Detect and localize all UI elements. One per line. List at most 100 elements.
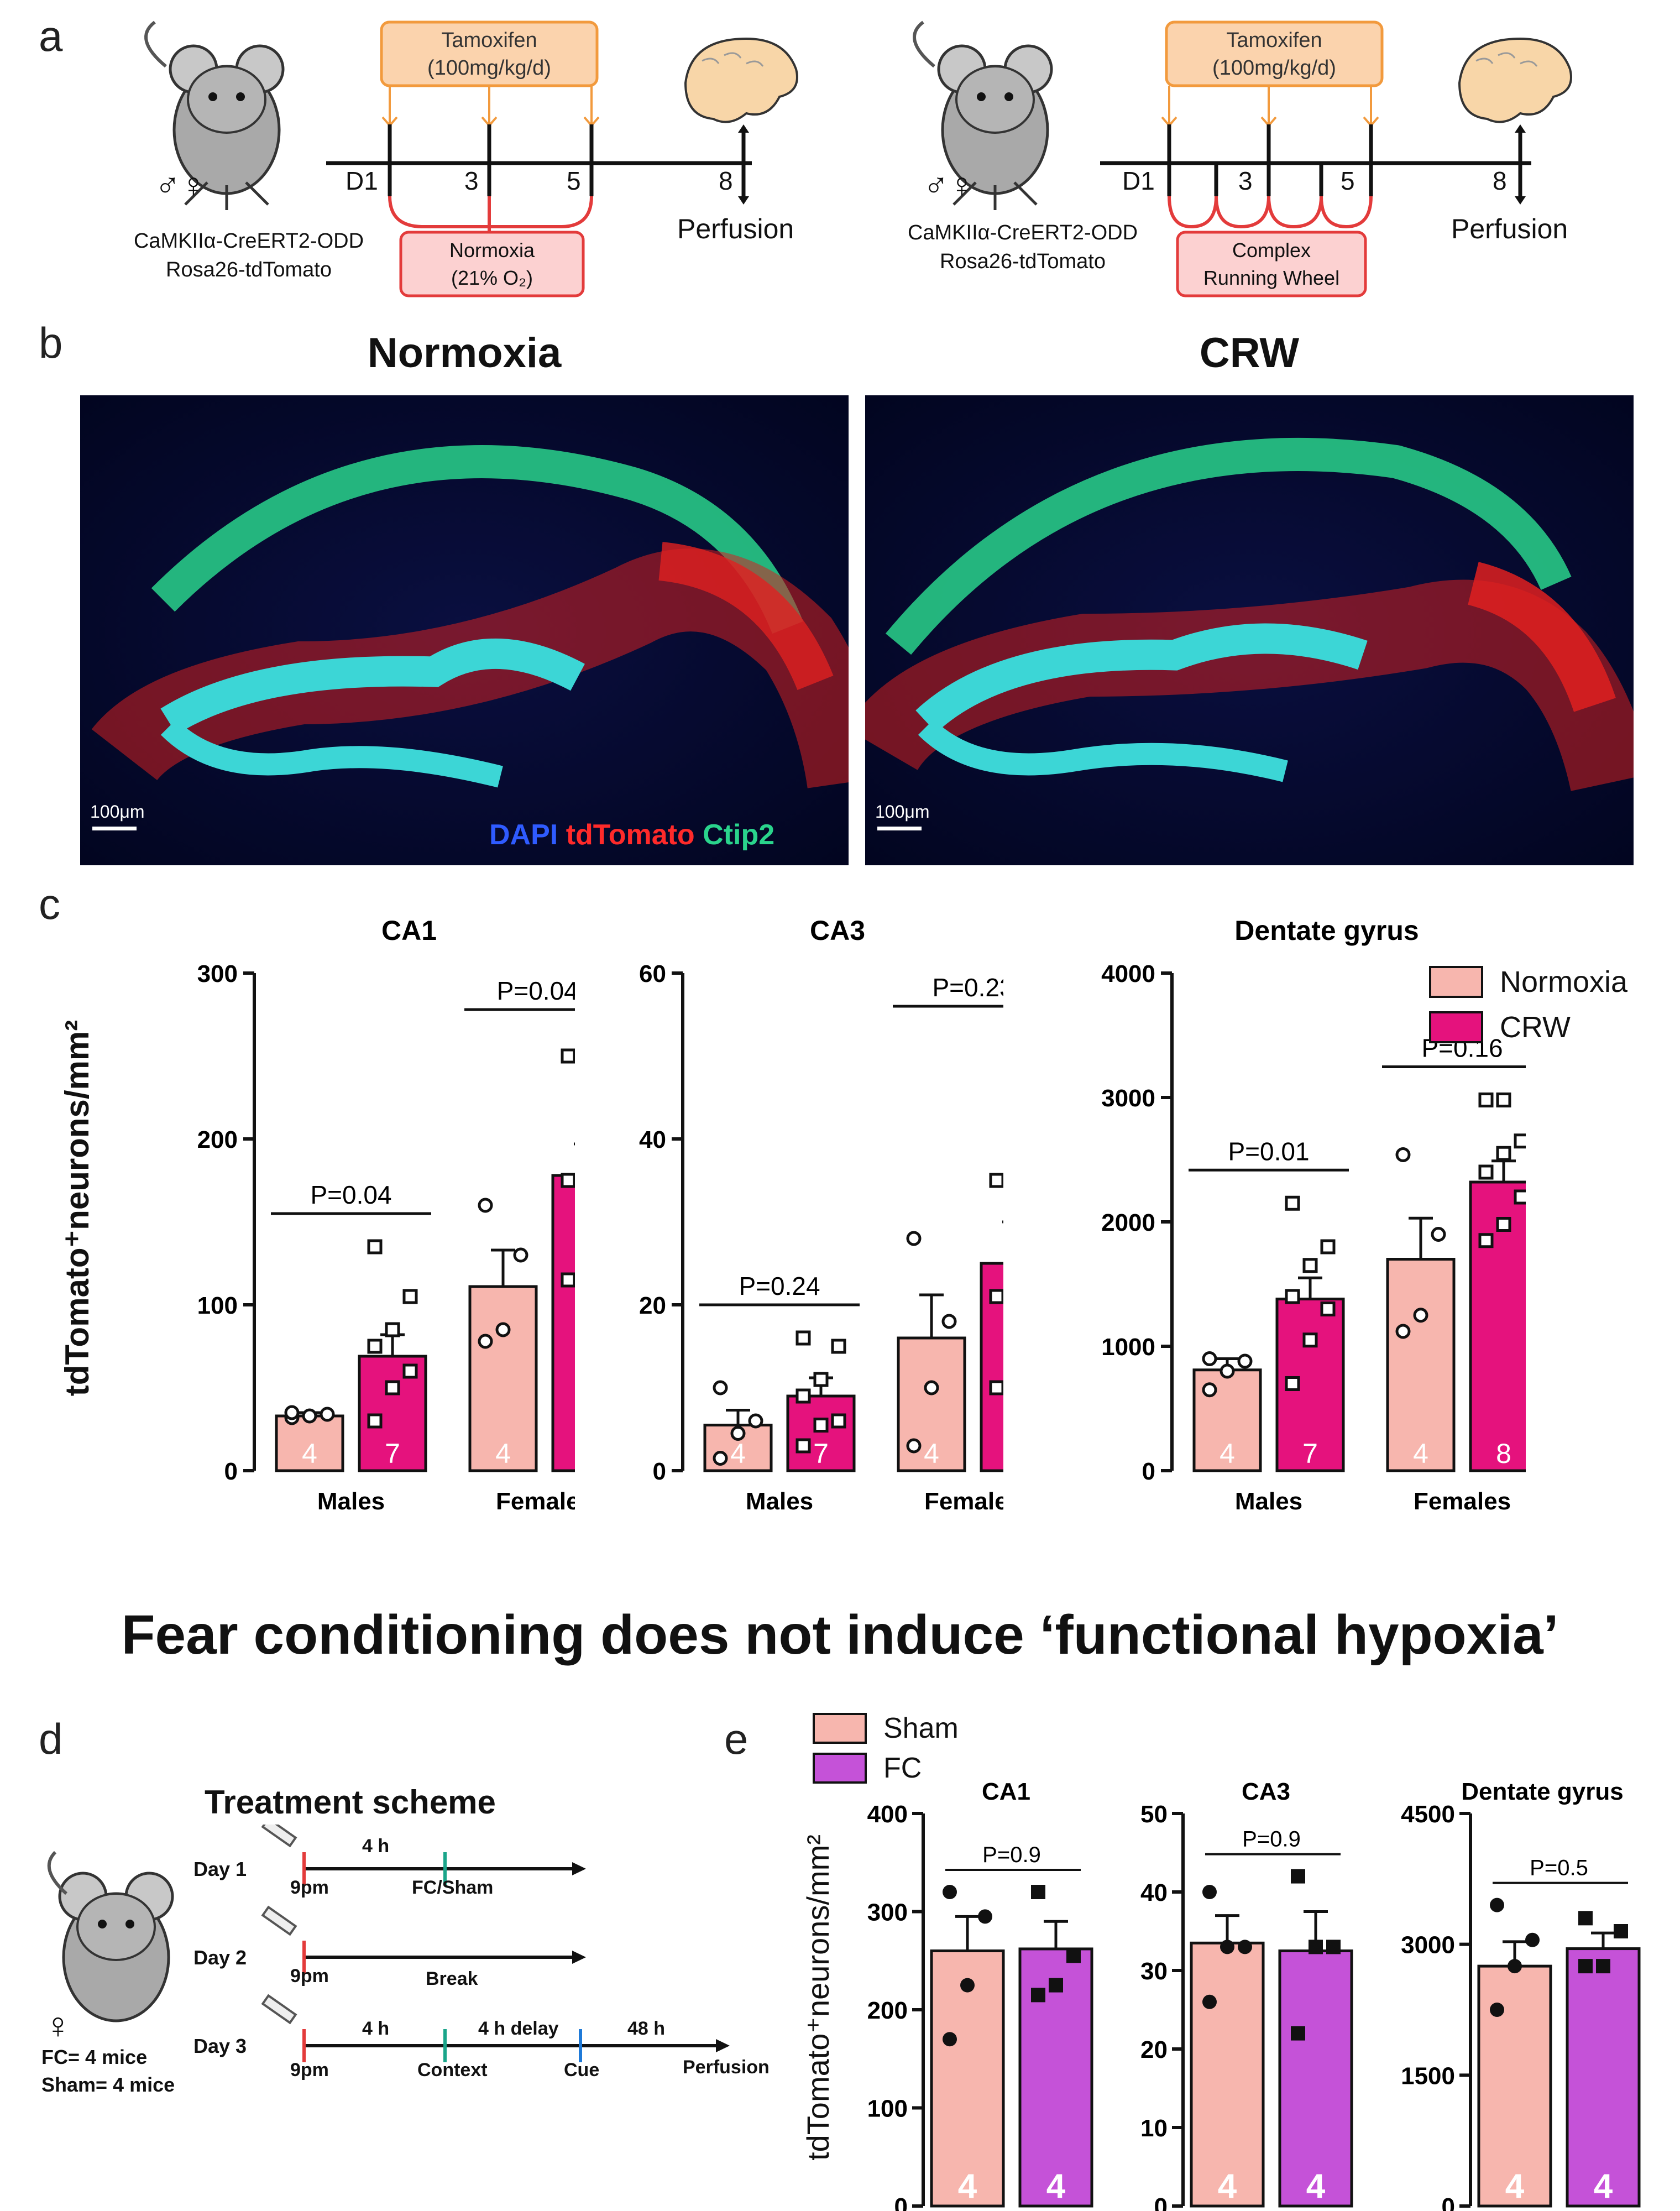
- data-point: [1514, 1189, 1526, 1205]
- legend-ctip2: Ctip2: [703, 819, 775, 851]
- sham-count: Sham= 4 mice: [41, 2073, 175, 2096]
- fc-sham-label: FC/Sham: [412, 1877, 494, 1898]
- y-tick-label: 3000: [1401, 1932, 1455, 1959]
- n-label: 4: [302, 1438, 317, 1469]
- panel-e-label: e: [724, 1715, 749, 1763]
- chart-title: CA3: [810, 915, 865, 946]
- n-label: 7: [385, 1438, 400, 1469]
- micrograph-normoxia: 100μm DAPI tdTomato Ctip2: [80, 395, 849, 865]
- fc-count: FC= 4 mice: [41, 2046, 148, 2068]
- y-tick-label: 3000: [1101, 1085, 1155, 1112]
- data-point: [978, 1909, 992, 1924]
- mouse-icon: [144, 20, 285, 210]
- data-point: [1395, 1324, 1411, 1339]
- data-point: [989, 1289, 1003, 1304]
- data-point: [989, 1173, 1003, 1188]
- y-tick-label: 0: [1142, 1458, 1155, 1485]
- panel-a-right-diagram: [913, 20, 1572, 297]
- y-tick-label: 400: [867, 1801, 908, 1828]
- p-value-label: P=0.5: [1530, 1856, 1588, 1880]
- bar: [1278, 1949, 1353, 2208]
- data-point: [1202, 1351, 1217, 1366]
- y-tick-label: 300: [867, 1899, 908, 1926]
- scale-bar-label: 100μm: [90, 802, 145, 822]
- data-point: [1202, 1885, 1217, 1899]
- strain-1-left: CaMKIIα-CreERT2-ODD: [133, 229, 364, 253]
- sex-symbols-left: ♂♀: [155, 166, 206, 205]
- data-point: [385, 1322, 400, 1337]
- day-3-label: Day 3: [193, 2035, 247, 2057]
- data-point: [795, 1330, 811, 1346]
- data-point: [1220, 1940, 1234, 1954]
- data-point: [1285, 1289, 1300, 1304]
- bar: [551, 1174, 575, 1472]
- chart-title: Dentate gyrus: [1461, 1778, 1623, 1805]
- data-point: [478, 1198, 493, 1213]
- break-label: Break: [426, 1968, 478, 1989]
- scale-bar: [92, 827, 137, 830]
- day-5-left: 5: [567, 166, 581, 195]
- p-value-label: P=0.04: [310, 1180, 391, 1209]
- section-headline: Fear conditioning does not induce ‘funct…: [121, 1604, 1559, 1666]
- p-value-label: P=0.049: [497, 976, 575, 1005]
- data-point: [320, 1407, 335, 1422]
- data-point: [385, 1380, 400, 1395]
- context-label: Context: [417, 2060, 488, 2081]
- tamoxifen-dose-right: (100mg/kg/d): [1212, 56, 1336, 80]
- crw-box: [1176, 231, 1367, 297]
- y-tick-label: 4000: [1101, 960, 1155, 987]
- data-point: [748, 1413, 763, 1429]
- y-tick-label: 0: [1442, 2193, 1455, 2211]
- data-point: [1496, 1146, 1511, 1161]
- bar: [1190, 1941, 1265, 2208]
- data-point: [478, 1334, 493, 1349]
- legend-dapi: DAPI: [489, 819, 558, 851]
- micro-title-normoxia: Normoxia: [367, 330, 562, 377]
- data-point: [1202, 1994, 1217, 2009]
- data-point: [1496, 1217, 1511, 1232]
- legend-label-normoxia: Normoxia: [1500, 965, 1628, 999]
- data-point: [906, 1231, 922, 1246]
- data-point: [730, 1426, 746, 1441]
- data-point: [1514, 1133, 1526, 1149]
- data-point: [1066, 1948, 1081, 1963]
- panel-b-label: b: [39, 318, 63, 367]
- panel-e-chart-ca3: CA3 0 10 20 30 40 50 4 4 P=0.9: [1140, 1778, 1353, 2211]
- n-label: 4: [924, 1438, 939, 1469]
- legend-tdtomato: tdTomato: [566, 819, 695, 851]
- y-tick-label: 0: [224, 1458, 238, 1485]
- chart-title: CA3: [1242, 1778, 1290, 1805]
- legend-label-sham: Sham: [883, 1712, 959, 1744]
- treatment-normoxia-o2: (21% O₂): [451, 266, 533, 289]
- data-point: [1614, 1924, 1628, 1938]
- treatment-scheme-diagram: [47, 1825, 730, 2062]
- brain-icon: [1458, 37, 1572, 123]
- x-category-label: Males: [746, 1488, 813, 1515]
- y-tick-label: 40: [1140, 1879, 1168, 1906]
- data-point: [813, 1418, 829, 1433]
- y-tick-label: 300: [197, 960, 238, 987]
- day-2-label: Day 2: [193, 1946, 247, 1969]
- chart-title: CA1: [982, 1778, 1030, 1805]
- data-point: [1237, 1353, 1253, 1369]
- data-point: [561, 1048, 575, 1064]
- data-point: [1291, 1869, 1305, 1884]
- chart-title: CA1: [381, 915, 437, 946]
- n-label: 4: [1594, 2167, 1613, 2205]
- data-point: [1238, 1940, 1252, 1954]
- bar: [1386, 1258, 1456, 1472]
- n-label: 4: [730, 1438, 746, 1469]
- data-point: [1285, 1195, 1300, 1211]
- n-label: 4: [1306, 2167, 1326, 2205]
- data-point: [1478, 1164, 1494, 1180]
- data-point: [1285, 1376, 1300, 1391]
- day-8-left: 8: [719, 166, 733, 195]
- micro-title-crw: CRW: [1199, 330, 1300, 377]
- sex-symbols-right: ♂♀: [923, 166, 975, 205]
- duration-4h-day3: 4 h: [362, 2018, 390, 2039]
- data-point: [1049, 1978, 1063, 1993]
- day-8-right: 8: [1493, 166, 1507, 195]
- data-point: [713, 1380, 728, 1395]
- treatment-normoxia: Normoxia: [449, 239, 535, 262]
